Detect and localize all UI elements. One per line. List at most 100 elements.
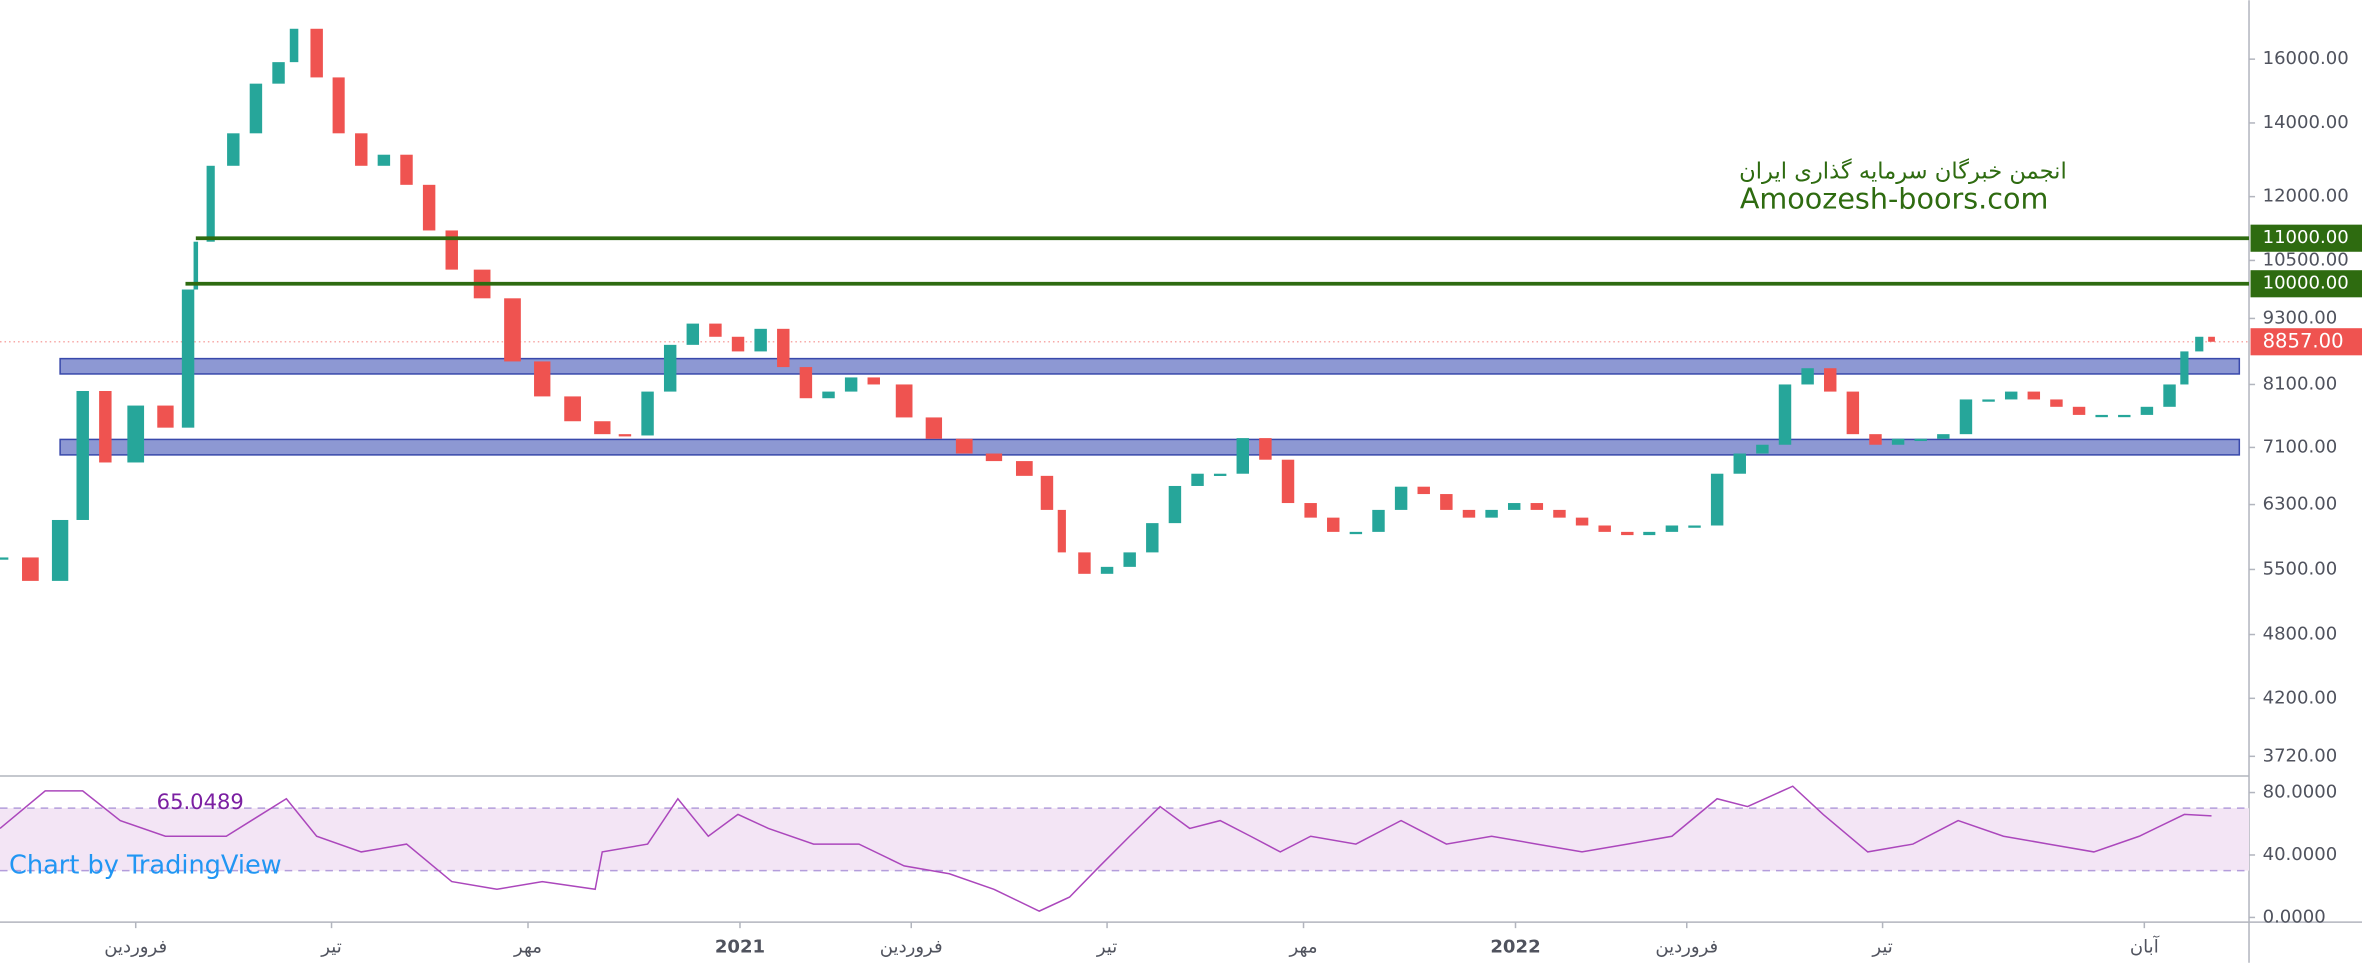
- y-tick-label: 4200.00: [2263, 687, 2338, 708]
- y-tick-label: 6300.00: [2263, 494, 2338, 515]
- candle: [754, 328, 767, 352]
- candle: [249, 83, 263, 134]
- candle: [2208, 336, 2215, 342]
- candle: [22, 557, 39, 581]
- last-price-label: 8857.00: [2263, 329, 2344, 352]
- candle: [181, 289, 195, 428]
- rsi-band: [0, 808, 2250, 871]
- candle: [2195, 336, 2204, 352]
- candle: [206, 165, 215, 242]
- candle: [227, 133, 240, 166]
- candle: [1259, 438, 1272, 460]
- y-tick-label: 3720.00: [2263, 745, 2338, 766]
- candle: [51, 519, 69, 581]
- candle: [0, 557, 9, 560]
- candle: [445, 230, 458, 270]
- candle: [1372, 509, 1385, 532]
- candle: [925, 417, 943, 439]
- candle: [2163, 384, 2176, 407]
- candle: [1937, 434, 1950, 439]
- level-label: 10000.00: [2263, 273, 2349, 294]
- x-tick-label: آبان: [2130, 935, 2160, 958]
- candle: [355, 133, 368, 166]
- candle: [1914, 438, 1927, 442]
- candle: [1015, 461, 1033, 476]
- candle: [1575, 517, 1589, 526]
- candle: [2072, 406, 2086, 415]
- candle: [1100, 566, 1114, 574]
- candle: [1462, 509, 1476, 518]
- rsi-y-tick-label: 40.0000: [2263, 844, 2338, 865]
- x-tick-label: تیر: [320, 937, 341, 958]
- watermark-site: Amoozesh-boors.com: [1740, 182, 2048, 216]
- y-tick-label: 7100.00: [2263, 436, 2338, 457]
- candle: [1959, 399, 1973, 435]
- candle: [1327, 517, 1340, 532]
- candle: [1394, 486, 1408, 510]
- candle: [731, 336, 745, 352]
- candle: [1643, 531, 1656, 536]
- candle: [686, 323, 700, 345]
- candle: [2140, 406, 2154, 415]
- candle: [1123, 552, 1136, 567]
- candle: [1168, 485, 1182, 524]
- x-tick-label: مهر: [1289, 937, 1318, 958]
- candle: [272, 62, 285, 84]
- candle: [1281, 459, 1295, 504]
- candle: [1349, 531, 1363, 535]
- candle: [422, 184, 436, 231]
- candle: [663, 344, 677, 392]
- watermark-persian: انجمن خبرگان سرمایه گذاری ایران: [1739, 157, 2067, 184]
- candle: [1040, 475, 1054, 510]
- y-tick-label: 10500.00: [2263, 249, 2349, 270]
- candle: [1553, 509, 1566, 518]
- candle: [1733, 453, 1746, 474]
- candle: [2118, 414, 2131, 418]
- candle: [985, 453, 1003, 462]
- candle: [377, 154, 391, 166]
- candle: [2050, 399, 2063, 407]
- candle: [1304, 503, 1317, 518]
- candle: [1801, 368, 1814, 385]
- x-tick-label: 2022: [1490, 937, 1540, 958]
- support-zone: [59, 357, 2241, 375]
- candle: [2095, 414, 2108, 418]
- candle: [1869, 434, 1882, 445]
- candle: [1891, 438, 1905, 445]
- candle: [400, 154, 413, 185]
- candle: [2027, 391, 2041, 400]
- level-label: 11000.00: [2263, 227, 2349, 248]
- candle: [594, 421, 611, 435]
- candle: [1507, 503, 1521, 510]
- candle: [534, 361, 551, 397]
- level-label-box: [2250, 270, 2362, 298]
- candle: [1665, 525, 1679, 532]
- y-tick-label: 4800.00: [2263, 624, 2338, 645]
- x-tick-label: فروردین: [104, 937, 167, 958]
- candle: [127, 405, 145, 463]
- candle: [1485, 509, 1498, 518]
- candle: [2180, 351, 2189, 385]
- price-pane: [0, 28, 2250, 581]
- candle: [955, 438, 973, 454]
- candle: [1982, 399, 1995, 402]
- candle: [1778, 384, 1792, 445]
- candle: [844, 377, 858, 392]
- rsi-value-label: 65.0489: [157, 789, 244, 814]
- candle: [564, 396, 581, 422]
- candle: [76, 390, 89, 520]
- candle: [289, 28, 299, 63]
- y-tick-label: 16000.00: [2263, 48, 2349, 69]
- y-tick-label: 8100.00: [2263, 373, 2338, 394]
- candle: [193, 241, 199, 290]
- y-tick-label: 5500.00: [2263, 558, 2338, 579]
- candle: [1598, 525, 1611, 532]
- candle: [1191, 473, 1204, 486]
- candle: [504, 298, 521, 362]
- level-label-box: [2250, 224, 2362, 252]
- candle: [867, 377, 880, 385]
- attribution[interactable]: Chart by TradingView: [9, 850, 282, 880]
- rsi-pane: [0, 785, 2250, 912]
- candle: [1621, 531, 1634, 536]
- candle: [822, 391, 835, 399]
